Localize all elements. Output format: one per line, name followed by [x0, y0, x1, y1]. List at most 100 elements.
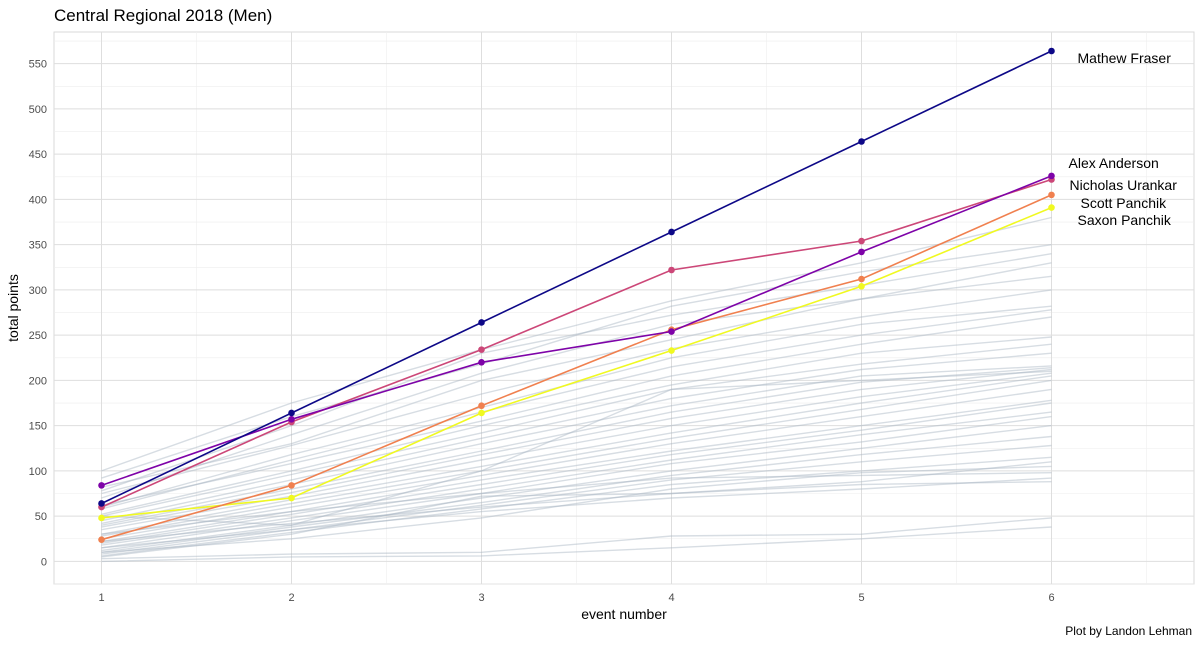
- background-series-line: [101, 365, 1052, 525]
- y-tick-label: 350: [29, 240, 47, 252]
- background-series-line: [101, 336, 1052, 515]
- series-label: Scott Panchik: [1081, 195, 1168, 211]
- series-point: [478, 346, 485, 353]
- series-point: [1048, 191, 1055, 199]
- series-labels: Mathew Fraser Alex Anderson Nicholas Urank…: [1069, 50, 1178, 228]
- background-series-line: [101, 244, 1052, 479]
- background-series-line: [101, 526, 1052, 563]
- series-point: [858, 282, 865, 290]
- background-series-line: [101, 368, 1052, 528]
- series-point: [858, 275, 865, 283]
- background-series-line: [101, 402, 1052, 544]
- background-series-line: [101, 289, 1052, 495]
- series-line: [101, 175, 1052, 487]
- series-point: [858, 248, 865, 256]
- y-tick-label: 100: [29, 466, 47, 478]
- background-series-line: [101, 415, 1052, 549]
- series-point: [98, 536, 105, 543]
- series-point: [478, 319, 485, 326]
- background-series-line: [101, 316, 1052, 506]
- background-series-line: [101, 399, 1052, 543]
- series-point: [668, 266, 675, 274]
- background-series-line: [101, 444, 1052, 555]
- background-series-line: [101, 309, 1052, 510]
- background-series-line: [101, 461, 1052, 558]
- background-series-line: [101, 477, 1052, 549]
- y-tick-labels: 0 50 100 150 200 250 300 350 400 450 500 550: [29, 59, 47, 569]
- y-tick-label: 150: [29, 421, 47, 433]
- series-label: Mathew Fraser: [1078, 50, 1172, 66]
- grid-minor: [54, 32, 1194, 585]
- background-series: [101, 216, 1052, 563]
- series-point: [478, 358, 485, 366]
- series-point: [668, 347, 675, 354]
- series-point: [288, 416, 295, 423]
- x-tick-label: 5: [858, 592, 864, 604]
- series-point: [288, 482, 295, 489]
- x-axis-label: event number: [581, 606, 667, 622]
- series-point: [98, 514, 105, 522]
- background-series-line: [101, 370, 1052, 526]
- series-label: Alex Anderson: [1069, 155, 1159, 171]
- background-series-line: [101, 481, 1052, 543]
- series-point: [668, 328, 675, 335]
- series-point: [98, 482, 105, 489]
- series-point: [98, 500, 105, 507]
- background-series-line: [101, 216, 1052, 472]
- background-series-line: [101, 424, 1052, 552]
- y-tick-label: 0: [41, 556, 47, 568]
- y-tick-label: 300: [29, 285, 47, 297]
- series-point: [1048, 204, 1055, 211]
- y-axis-label: total points: [5, 274, 21, 342]
- background-series-line: [101, 388, 1052, 540]
- background-series-line: [101, 472, 1052, 535]
- grid-major: [54, 32, 1194, 584]
- x-tick-labels: 1 2 3 4 5 6: [98, 592, 1054, 604]
- series-point: [288, 409, 295, 417]
- background-series-line: [101, 411, 1052, 546]
- background-series-line: [101, 352, 1052, 522]
- x-tick-label: 6: [1048, 592, 1054, 604]
- series-point: [288, 494, 295, 502]
- x-tick-label: 2: [288, 592, 294, 604]
- y-tick-label: 450: [29, 149, 47, 161]
- highlight-points: [98, 47, 1055, 543]
- series-point: [668, 228, 675, 236]
- series-point: [478, 402, 485, 410]
- y-tick-label: 500: [29, 104, 47, 116]
- series-label: Nicholas Urankar: [1070, 177, 1178, 193]
- y-tick-label: 550: [29, 59, 47, 71]
- x-tick-label: 3: [478, 592, 484, 604]
- y-tick-label: 250: [29, 330, 47, 342]
- caption: Plot by Landon Lehman: [1065, 624, 1192, 638]
- series-point: [1048, 172, 1055, 180]
- series-point: [858, 237, 865, 245]
- series-line: [101, 206, 1052, 519]
- y-tick-label: 50: [35, 511, 47, 523]
- highlight-series: [101, 50, 1052, 541]
- series-point: [1048, 47, 1055, 55]
- background-series-line: [101, 456, 1052, 557]
- background-series-line: [101, 305, 1052, 508]
- x-tick-label: 4: [668, 592, 674, 604]
- background-series-line: [101, 343, 1052, 517]
- series-point: [858, 138, 865, 145]
- background-series-line: [101, 375, 1052, 535]
- background-series-line: [101, 275, 1052, 488]
- series-line: [101, 50, 1052, 505]
- background-series-line: [101, 465, 1052, 553]
- background-series-line: [101, 262, 1052, 499]
- plot-panel: [53, 31, 1195, 585]
- series-point: [478, 409, 485, 417]
- background-series-line: [101, 517, 1052, 560]
- x-tick-label: 1: [98, 592, 104, 604]
- background-series-line: [101, 435, 1052, 553]
- series-line: [101, 194, 1052, 541]
- background-series-line: [101, 379, 1052, 537]
- chart-title: Central Regional 2018 (Men): [54, 6, 272, 25]
- y-tick-label: 200: [29, 375, 47, 387]
- series-line: [101, 178, 1052, 508]
- series-label: Saxon Panchik: [1078, 212, 1172, 228]
- y-tick-label: 400: [29, 194, 47, 206]
